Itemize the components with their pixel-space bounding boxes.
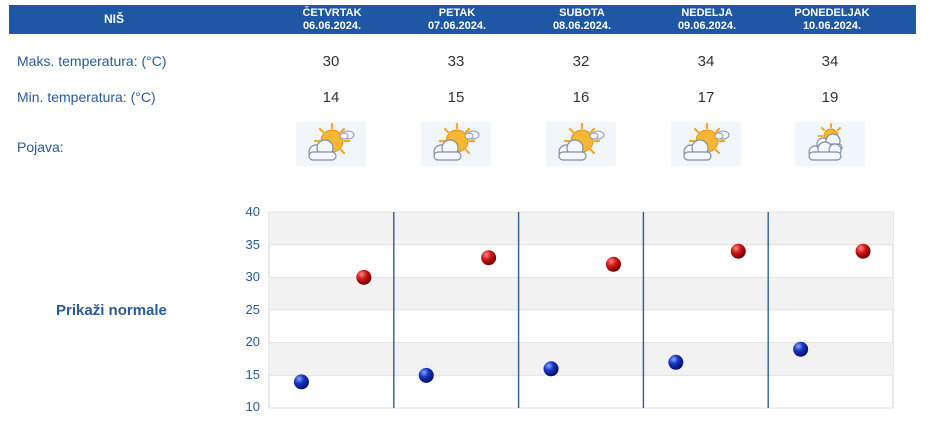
y-tick-label: 10 (245, 399, 260, 414)
y-tick-label: 15 (245, 367, 260, 382)
day-name: PETAK (438, 6, 476, 19)
day-date: 10.06.2024. (802, 19, 862, 32)
mostly-cloudy-icon (795, 122, 865, 166)
partly-sunny-icon (546, 122, 616, 166)
min-temp-value: 19 (821, 89, 839, 106)
day-name: ČETVRTAK (302, 6, 362, 19)
temperature-chart (268, 211, 894, 409)
y-tick-label: 40 (245, 204, 260, 219)
max-temp-value: 34 (697, 53, 715, 70)
max-temp-point (481, 250, 497, 266)
max-temp-label: Maks. temperatura: (°C) (17, 53, 167, 69)
day-date: 07.06.2024. (427, 19, 487, 32)
day-header-2: PETAK 07.06.2024. (404, 5, 510, 34)
partly-sunny-icon (296, 122, 366, 166)
max-temp-value: 33 (447, 53, 465, 70)
day-date: 09.06.2024. (677, 19, 737, 32)
max-temp-value: 34 (821, 53, 839, 70)
partly-sunny-icon (671, 122, 741, 166)
max-temp-value: 32 (572, 53, 590, 70)
partly-sunny-icon (421, 122, 491, 166)
min-temp-value: 17 (697, 89, 715, 106)
y-tick-label: 35 (245, 237, 260, 252)
day-date: 06.06.2024. (302, 19, 362, 32)
min-temp-value: 14 (322, 89, 340, 106)
show-normals-link[interactable]: Prikaži normale (56, 302, 167, 319)
max-temp-point (356, 269, 372, 285)
max-temp-point (605, 256, 621, 272)
forecast-header: NIŠ ČETVRTAK 06.06.2024. PETAK 07.06.202… (9, 5, 916, 34)
min-temp-point (793, 341, 809, 357)
day-name: PONEDELJAK (794, 6, 870, 19)
max-temp-point (730, 243, 746, 259)
max-temp-point (855, 243, 871, 259)
min-temp-label: Min. temperatura: (°C) (17, 89, 156, 105)
day-header-3: SUBOTA 08.06.2024. (529, 5, 635, 34)
min-temp-point (293, 374, 309, 390)
day-name: NEDELJA (681, 6, 733, 19)
min-temp-point (418, 367, 434, 383)
day-date: 08.06.2024. (552, 19, 612, 32)
min-temp-point (668, 354, 684, 370)
grid-band (269, 212, 893, 245)
min-temp-value: 16 (572, 89, 590, 106)
city-name: NIŠ (103, 12, 124, 26)
grid-band (269, 277, 893, 310)
day-name: SUBOTA (559, 6, 605, 19)
max-temp-value: 30 (322, 53, 340, 70)
day-header-1: ČETVRTAK 06.06.2024. (279, 5, 385, 34)
min-temp-value: 15 (447, 89, 465, 106)
phenomenon-label: Pojava: (17, 139, 64, 155)
y-tick-label: 25 (245, 302, 260, 317)
min-temp-point (543, 361, 559, 377)
y-tick-label: 30 (245, 269, 260, 284)
grid-band (269, 342, 893, 376)
day-header-4: NEDELJA 09.06.2024. (654, 5, 760, 34)
day-header-5: PONEDELJAK 10.06.2024. (774, 5, 890, 34)
y-tick-label: 20 (245, 334, 260, 349)
